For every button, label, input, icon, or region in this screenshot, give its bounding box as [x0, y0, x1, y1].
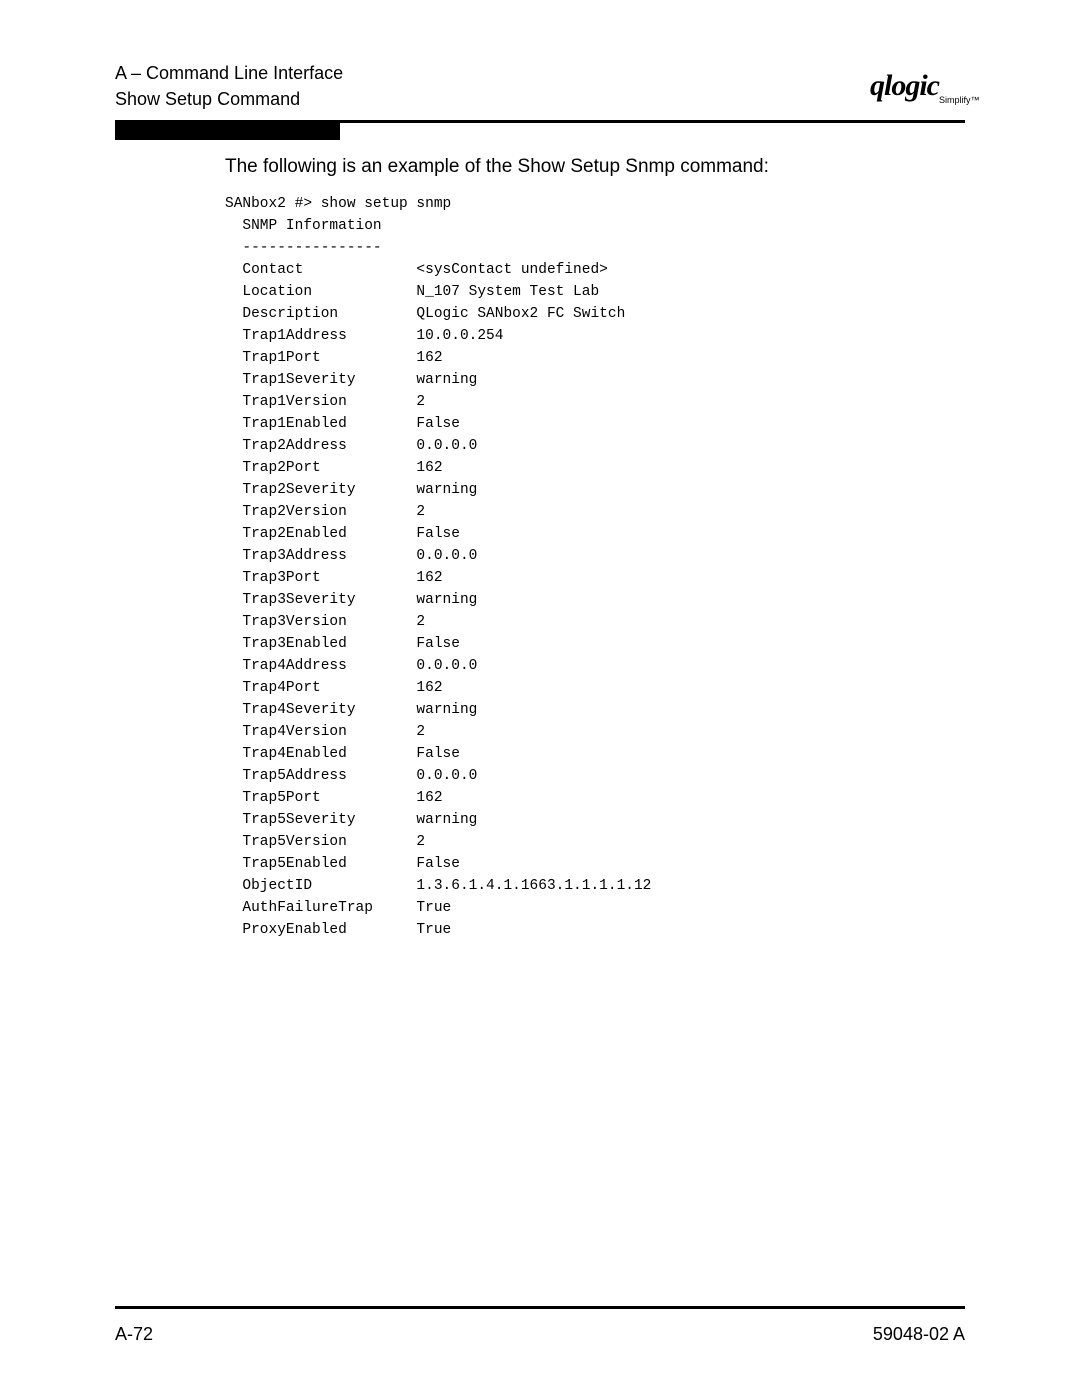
logo-sub-text: Simplify™: [939, 95, 980, 105]
page-number: A-72: [115, 1324, 153, 1345]
page-header: A – Command Line Interface Show Setup Co…: [115, 60, 965, 112]
doc-number: 59048-02 A: [873, 1324, 965, 1345]
header-divider: [115, 120, 965, 123]
page-footer: A-72 59048-02 A: [115, 1306, 965, 1345]
qlogic-logo: qlogicSimplify™: [870, 69, 965, 103]
footer-rule: [115, 1306, 965, 1309]
header-line-1: A – Command Line Interface: [115, 60, 343, 86]
header-black-tab: [115, 123, 340, 140]
terminal-output: SANbox2 #> show setup snmp SNMP Informat…: [225, 193, 965, 941]
header-line-2: Show Setup Command: [115, 86, 343, 112]
logo-main-text: qlogic: [870, 69, 939, 102]
document-page: A – Command Line Interface Show Setup Co…: [0, 0, 1080, 1397]
header-title-block: A – Command Line Interface Show Setup Co…: [115, 60, 343, 112]
footer-row: A-72 59048-02 A: [115, 1324, 965, 1345]
intro-text: The following is an example of the Show …: [225, 156, 965, 178]
